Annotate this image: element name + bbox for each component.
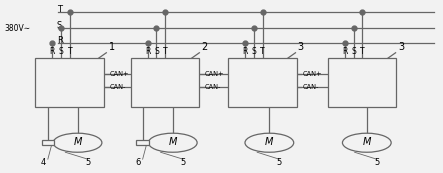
- Text: S: S: [57, 21, 62, 30]
- Text: 6: 6: [136, 158, 141, 167]
- Text: M: M: [265, 137, 273, 147]
- Text: R: R: [50, 47, 55, 56]
- Text: 5: 5: [85, 158, 90, 167]
- Text: 5: 5: [374, 158, 379, 167]
- Text: 380V∼: 380V∼: [4, 24, 31, 33]
- Text: S: S: [154, 47, 159, 56]
- Text: M: M: [169, 137, 177, 147]
- Text: CAN-: CAN-: [109, 84, 126, 90]
- Text: S: S: [252, 47, 256, 56]
- Text: 5: 5: [180, 158, 186, 167]
- Text: CAN+: CAN+: [205, 71, 224, 76]
- Text: T: T: [57, 5, 62, 14]
- Circle shape: [342, 133, 391, 152]
- Text: S: S: [351, 47, 356, 56]
- Text: M: M: [74, 137, 82, 147]
- Text: M: M: [363, 137, 371, 147]
- Text: R: R: [342, 47, 347, 56]
- Circle shape: [245, 133, 294, 152]
- Circle shape: [53, 133, 102, 152]
- Circle shape: [148, 133, 197, 152]
- Text: CAN-: CAN-: [205, 84, 221, 90]
- Text: CAN+: CAN+: [109, 71, 129, 76]
- Text: T: T: [360, 47, 365, 56]
- Text: CAN+: CAN+: [302, 71, 322, 76]
- Text: R: R: [57, 36, 62, 45]
- Text: R: R: [145, 47, 150, 56]
- Text: R: R: [242, 47, 248, 56]
- Text: S: S: [59, 47, 63, 56]
- Bar: [228, 58, 297, 107]
- Text: 5: 5: [276, 158, 282, 167]
- Bar: [42, 140, 54, 145]
- Text: CAN-: CAN-: [302, 84, 319, 90]
- Bar: [136, 140, 149, 145]
- Text: 3: 3: [398, 42, 404, 52]
- Text: T: T: [260, 47, 265, 56]
- Text: T: T: [68, 47, 72, 56]
- Text: 2: 2: [202, 42, 208, 52]
- Text: T: T: [163, 47, 167, 56]
- Text: 4: 4: [41, 158, 46, 167]
- Bar: [328, 58, 396, 107]
- Text: 3: 3: [298, 42, 304, 52]
- Text: 1: 1: [109, 42, 115, 52]
- Bar: [131, 58, 199, 107]
- Bar: [35, 58, 104, 107]
